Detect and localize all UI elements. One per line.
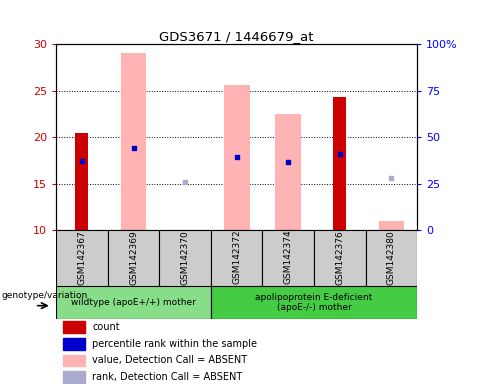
Text: GSM142372: GSM142372 (232, 230, 241, 285)
Text: GSM142376: GSM142376 (335, 230, 345, 285)
Text: GSM142374: GSM142374 (284, 230, 293, 285)
Bar (333, 97, 346, 230)
Bar (224, 85, 249, 230)
Bar (63, 321, 85, 333)
Text: value, Detection Call = ABSENT: value, Detection Call = ABSENT (92, 356, 247, 366)
Text: apolipoprotein E-deficient
(apoE-/-) mother: apolipoprotein E-deficient (apoE-/-) mot… (255, 293, 373, 312)
Bar (56, 230, 108, 286)
Bar (379, 221, 405, 230)
Text: percentile rank within the sample: percentile rank within the sample (92, 339, 257, 349)
Text: genotype/variation: genotype/variation (1, 291, 87, 300)
Text: count: count (92, 322, 120, 332)
Bar (211, 286, 417, 319)
Text: GSM142369: GSM142369 (129, 230, 138, 285)
Bar (314, 230, 366, 286)
Bar (275, 114, 301, 230)
Bar (211, 230, 263, 286)
Text: GSM142367: GSM142367 (78, 230, 86, 285)
Bar (63, 355, 85, 366)
Bar (121, 53, 146, 230)
Bar (366, 230, 417, 286)
Text: GSM142370: GSM142370 (181, 230, 190, 285)
Bar (108, 230, 159, 286)
Bar (63, 371, 85, 383)
Bar (63, 338, 85, 350)
Text: rank, Detection Call = ABSENT: rank, Detection Call = ABSENT (92, 372, 243, 382)
Bar (159, 230, 211, 286)
Bar (263, 230, 314, 286)
Bar (56, 286, 211, 319)
Title: GDS3671 / 1446679_at: GDS3671 / 1446679_at (160, 30, 314, 43)
Text: GSM142380: GSM142380 (387, 230, 396, 285)
Text: wildtype (apoE+/+) mother: wildtype (apoE+/+) mother (71, 298, 196, 307)
Bar (76, 132, 88, 230)
